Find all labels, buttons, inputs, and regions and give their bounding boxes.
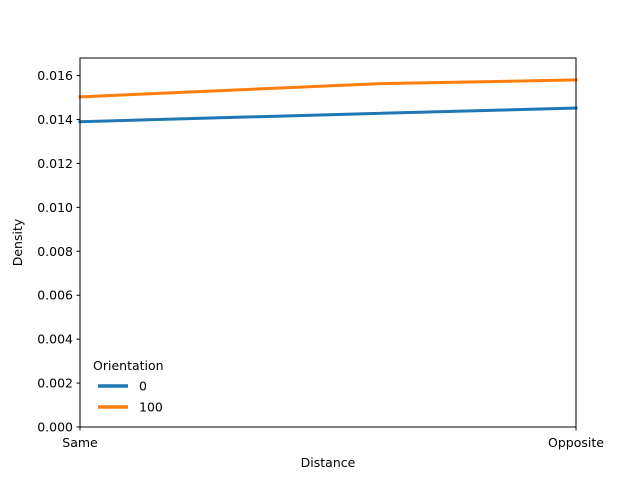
y-axis-label: Density	[10, 218, 25, 266]
x-tick-label: Opposite	[548, 435, 604, 450]
y-tick-label: 0.004	[37, 332, 73, 347]
axes-frame	[79, 57, 577, 428]
x-tick-label: Same	[62, 435, 98, 450]
legend: Orientation 0 100	[93, 358, 164, 415]
series-0	[78, 106, 578, 124]
y-tick-label: 0.012	[37, 156, 73, 171]
series-line-100	[78, 78, 578, 99]
legend-label-0: 0	[139, 379, 147, 394]
y-tick-label: 0.000	[37, 420, 73, 435]
y-tick-label: 0.008	[37, 244, 73, 259]
y-tick-label: 0.002	[37, 376, 73, 391]
legend-item-100: 100	[98, 400, 163, 415]
axes: 0.000 0.002 0.004 0.006 0.008 0.010 0.012 0.014…	[10, 57, 604, 470]
legend-item-0: 0	[98, 379, 147, 394]
x-axis-label: Distance	[301, 455, 356, 470]
series-line-0	[78, 106, 578, 124]
y-tick-label: 0.010	[37, 200, 73, 215]
y-tick-label: 0.014	[37, 112, 73, 127]
y-tick-label: 0.016	[37, 68, 73, 83]
legend-title: Orientation	[93, 358, 164, 373]
y-tick-label: 0.006	[37, 288, 73, 303]
series-lines	[78, 78, 578, 124]
series-100	[78, 78, 578, 99]
legend-label-100: 100	[139, 400, 163, 415]
